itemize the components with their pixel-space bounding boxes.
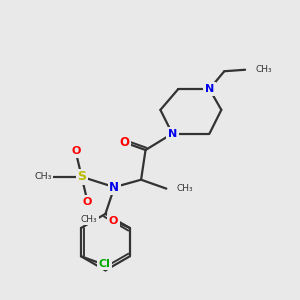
Text: CH₃: CH₃ <box>177 184 194 193</box>
Text: CH₃: CH₃ <box>81 214 97 224</box>
Text: O: O <box>71 146 80 157</box>
Text: N: N <box>109 181 119 194</box>
Text: O: O <box>109 216 118 226</box>
Text: S: S <box>77 170 86 183</box>
Text: N: N <box>168 129 177 139</box>
Text: CH₃: CH₃ <box>34 172 52 181</box>
Text: O: O <box>83 197 92 207</box>
Text: O: O <box>120 136 130 149</box>
Text: N: N <box>205 84 214 94</box>
Text: CH₃: CH₃ <box>256 65 272 74</box>
Text: Cl: Cl <box>99 259 111 269</box>
